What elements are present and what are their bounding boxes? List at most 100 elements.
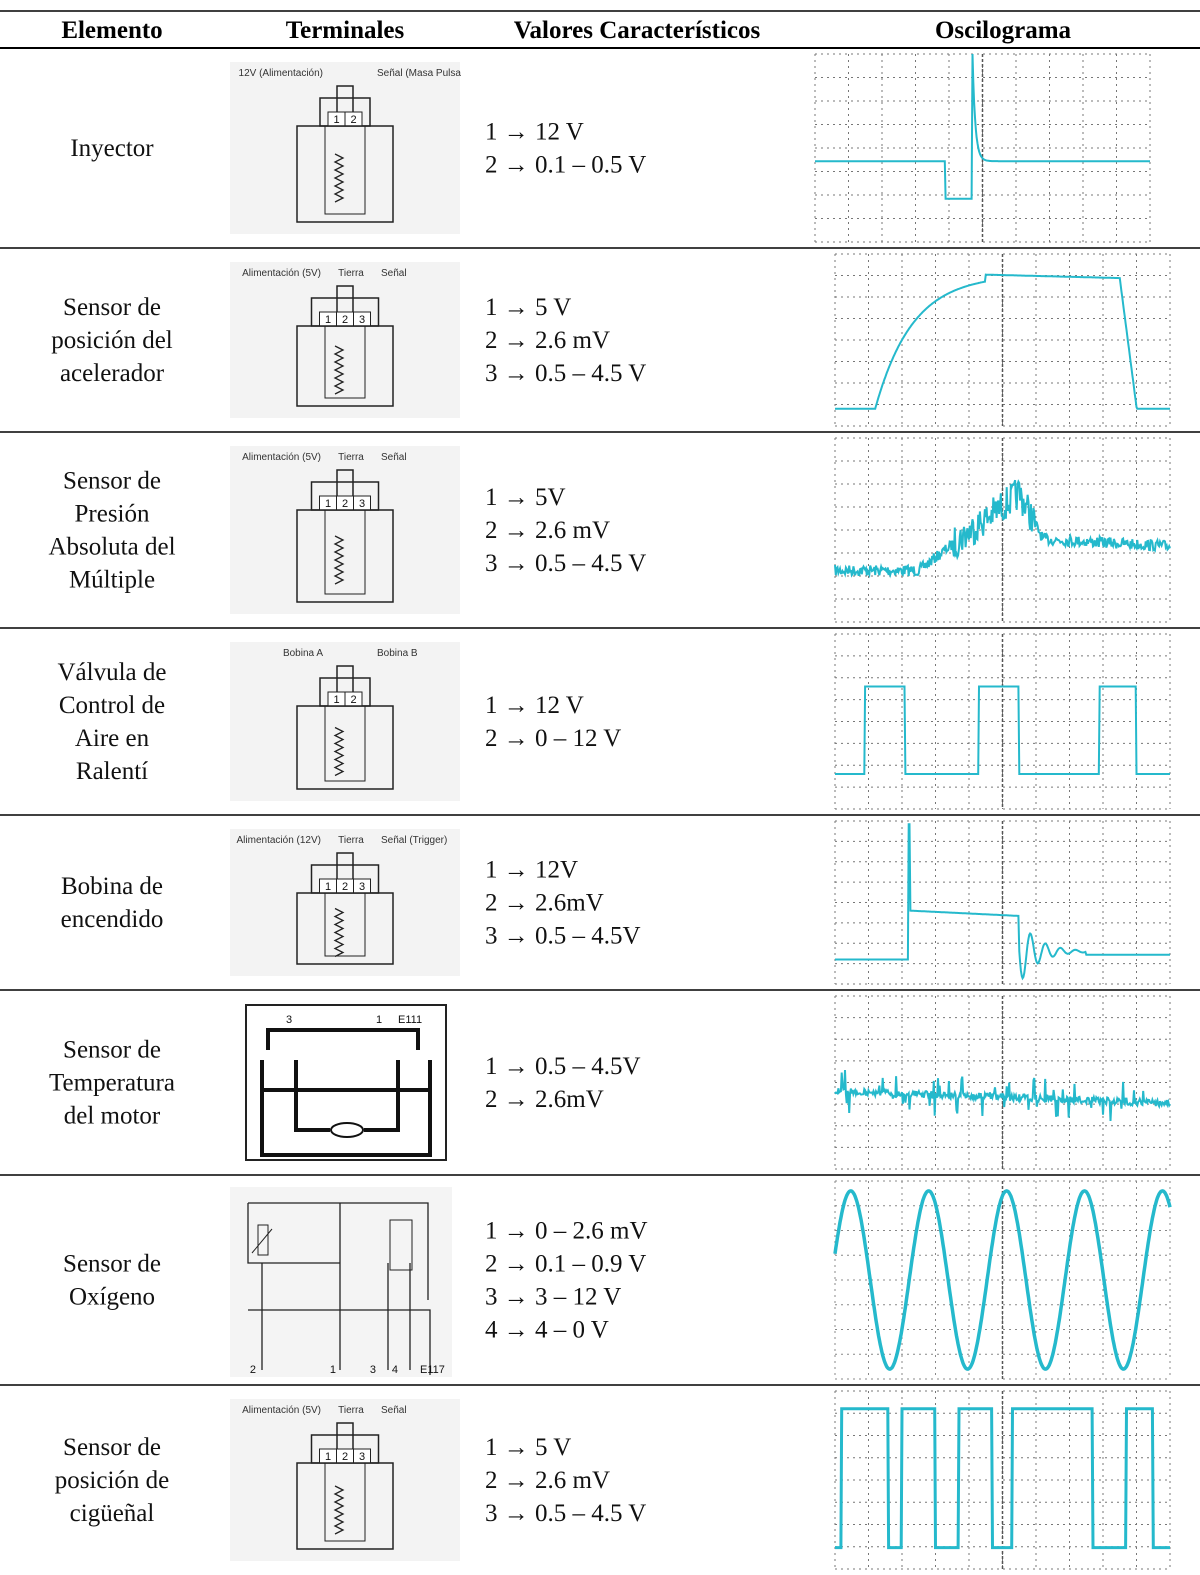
element-name: Sensor de: [63, 468, 161, 495]
pin-number: 3: [359, 1451, 365, 1463]
oscillogram: [835, 438, 1170, 622]
element-name: posición del: [51, 327, 173, 354]
value-line: 2 → 2.6 mV: [485, 327, 610, 354]
diagram-label: Señal (Trigger): [381, 835, 447, 846]
pin-number: 3: [359, 498, 365, 510]
element-name: Presión: [75, 501, 151, 528]
element-name: Inyector: [70, 135, 154, 162]
oscillogram: [835, 821, 1170, 984]
diagram-label: Tierra: [338, 452, 364, 463]
diagram-label: Bobina B: [377, 648, 418, 659]
diagram-label: Bobina A: [283, 648, 323, 659]
oscillogram: [835, 254, 1170, 426]
element-name: Sensor de: [63, 1037, 161, 1064]
value-line: 2 → 0.1 – 0.5 V: [485, 152, 646, 179]
element-name: Aire en: [75, 725, 150, 752]
pin-number: 1: [333, 694, 339, 706]
diagram-bg: [230, 1187, 452, 1377]
pin-number: 1: [333, 114, 339, 126]
pin-number: 1: [325, 1451, 331, 1463]
element-name: Sensor de: [63, 1434, 161, 1461]
terminal-diagram: 2 1 3 4 E117: [230, 1187, 452, 1377]
oscillogram: [835, 634, 1170, 809]
value-line: 3 → 3 – 12 V: [485, 1284, 621, 1311]
element-name: Control de: [59, 692, 165, 719]
header-cell: Elemento: [61, 17, 162, 44]
scope-bg: [815, 54, 1150, 242]
diagram-bg: [230, 829, 460, 976]
terminal-diagram: Alimentación (12V) Tierra Señal (Trigger) 1…: [230, 829, 460, 976]
diagram-label: Alimentación (5V): [242, 1405, 321, 1416]
pin-number: 2: [342, 881, 348, 893]
value-line: 2 → 0 – 12 V: [485, 725, 621, 752]
diagram-label: Alimentación (5V): [242, 268, 321, 279]
element-name: Sensor de: [63, 1251, 161, 1278]
oscillogram: [815, 54, 1150, 242]
value-line: 2 → 2.6mV: [485, 1086, 604, 1113]
terminal-diagram: 12V (Alimentación)Señal (Masa Pulsa12: [230, 62, 461, 234]
value-line: 3 → 0.5 – 4.5 V: [485, 360, 646, 387]
pin-number: 4: [392, 1364, 398, 1376]
value-line: 2 → 2.6mV: [485, 890, 604, 917]
diagram-bg: [230, 62, 460, 234]
pin-number: 3: [359, 314, 365, 326]
diagram-label: Alimentación (5V): [242, 452, 321, 463]
pin-number: 3: [286, 1014, 292, 1026]
value-line: 1 → 12 V: [485, 692, 584, 719]
oscillogram: [835, 1391, 1170, 1569]
pin-number: 3: [370, 1364, 376, 1376]
value-line: 1 → 5 V: [485, 1434, 571, 1461]
value-line: 3 → 0.5 – 4.5 V: [485, 550, 646, 577]
element-name: Sensor de: [63, 294, 161, 321]
value-line: 1 → 5V: [485, 484, 566, 511]
table-page: Elemento Terminales Valores Característi…: [0, 0, 1200, 1575]
pin-number: 2: [350, 694, 356, 706]
value-line: 2 → 0.1 – 0.9 V: [485, 1251, 646, 1278]
element-name: Ralentí: [76, 758, 148, 785]
diagram-label: Tierra: [338, 835, 364, 846]
value-line: 4 → 4 – 0 V: [485, 1317, 609, 1344]
value-line: 2 → 2.6 mV: [485, 1467, 610, 1494]
diagram-label: Señal: [381, 452, 407, 463]
element-name: Oxígeno: [69, 1284, 155, 1311]
motor-symbol: [331, 1123, 363, 1137]
pin-number: 1: [330, 1364, 336, 1376]
diagram-label: Tierra: [338, 1405, 364, 1416]
pin-number: 1: [325, 314, 331, 326]
pin-number: E117: [420, 1364, 445, 1376]
element-name: del motor: [64, 1103, 161, 1130]
pin-number: 1: [325, 498, 331, 510]
pin-number: 1: [325, 881, 331, 893]
pin-number: 2: [342, 314, 348, 326]
header-cell: Valores Característicos: [514, 17, 761, 44]
element-name: posición de: [55, 1467, 170, 1494]
element-name: acelerador: [60, 360, 165, 387]
pin-number: 2: [350, 114, 356, 126]
value-line: 1 → 0 – 2.6 mV: [485, 1218, 648, 1245]
pin-number: 2: [342, 1451, 348, 1463]
header-cell: Terminales: [286, 17, 405, 44]
value-line: 3 → 0.5 – 4.5V: [485, 923, 641, 950]
diagram-label: Alimentación (12V): [237, 835, 321, 846]
terminal-diagram: Alimentación (5V)TierraSeñal123: [230, 446, 460, 614]
terminal-diagram: Bobina A Bobina B 12: [230, 642, 460, 801]
diagram-label: Tierra: [338, 268, 364, 279]
element-name: Bobina de: [61, 873, 163, 900]
element-name: Múltiple: [69, 567, 155, 594]
oscillogram: [835, 1181, 1170, 1379]
element-name: Absoluta del: [48, 534, 175, 561]
diagram-label: 12V (Alimentación): [239, 68, 323, 79]
pin-number: 2: [250, 1364, 256, 1376]
element-name: Temperatura: [49, 1070, 175, 1097]
value-line: 3 → 0.5 – 4.5 V: [485, 1500, 646, 1527]
element-name: Válvula de: [58, 659, 167, 686]
value-line: 2 → 2.6 mV: [485, 517, 610, 544]
value-line: 1 → 0.5 – 4.5V: [485, 1053, 641, 1080]
diagram-bg: [230, 446, 460, 614]
pin-number: 1: [376, 1014, 382, 1026]
value-line: 1 → 12V: [485, 857, 578, 884]
element-name: encendido: [61, 906, 164, 933]
